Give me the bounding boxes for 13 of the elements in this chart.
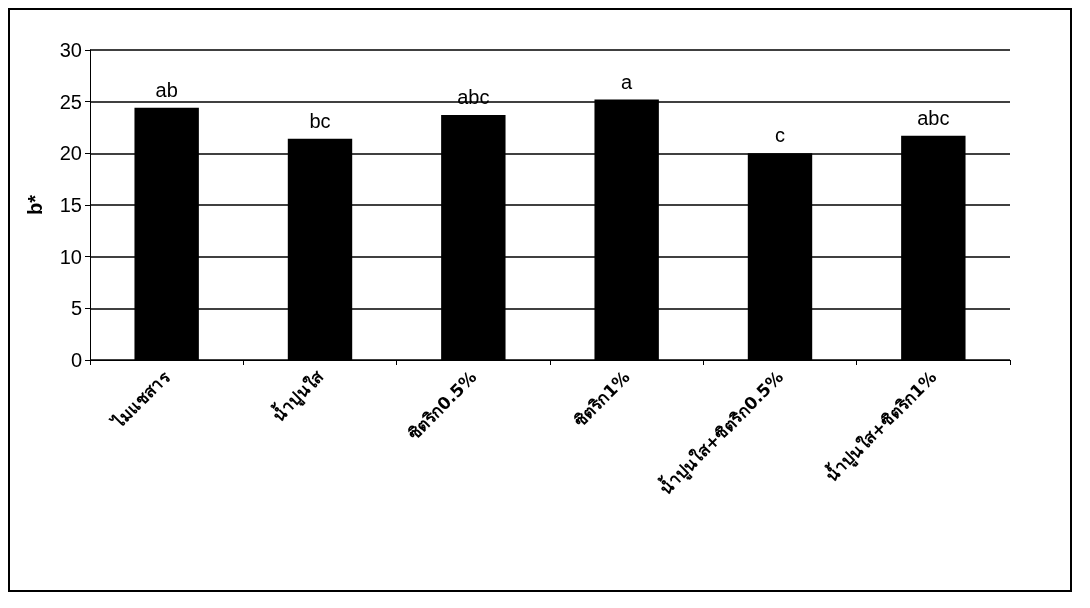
y-tick-label: 15 — [59, 194, 82, 216]
y-tick-label: 20 — [59, 142, 82, 165]
y-tick-label: 30 — [59, 39, 82, 61]
annotation: bc — [309, 109, 331, 132]
annotation: c — [775, 124, 785, 147]
y-tick-label: 5 — [70, 297, 82, 320]
y-tick-label: 10 — [59, 245, 82, 268]
annotation: ab — [155, 78, 178, 101]
y-tick-label: 0 — [70, 349, 82, 371]
annotation: a — [621, 70, 634, 93]
y-axis-title: b* — [24, 194, 46, 215]
annotation: abc — [917, 106, 950, 129]
y-tick-label: 25 — [59, 90, 82, 113]
